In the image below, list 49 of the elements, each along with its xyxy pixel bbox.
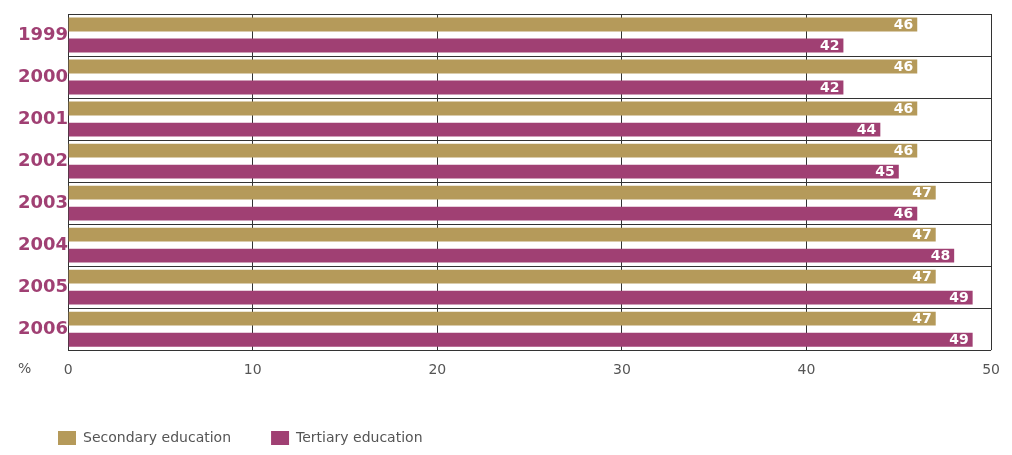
bar <box>68 248 955 263</box>
y-tick-label: 2003 <box>18 190 69 212</box>
data-label: 49 <box>949 289 969 306</box>
y-tick-label: 2002 <box>18 148 69 170</box>
x-tick-label: 40 <box>797 361 816 378</box>
x-tick-label: 0 <box>63 361 73 378</box>
bar <box>68 227 936 242</box>
data-label: 46 <box>893 100 914 117</box>
legend-label: Tertiary education <box>295 428 423 445</box>
data-label: 47 <box>912 310 932 327</box>
x-tick-label: 20 <box>428 361 447 378</box>
y-tick-label: 2000 <box>18 64 69 86</box>
data-label: 46 <box>893 58 914 75</box>
data-label: 44 <box>856 121 877 138</box>
bar <box>68 101 918 116</box>
bar <box>68 311 936 326</box>
y-tick-label: 1999 <box>18 22 69 44</box>
data-label: 46 <box>893 142 914 159</box>
data-label: 42 <box>819 79 840 96</box>
y-tick-label: 2005 <box>18 274 69 296</box>
data-label: 47 <box>912 184 932 201</box>
x-tick-label: 30 <box>612 361 631 378</box>
data-label: 46 <box>893 16 914 33</box>
bar <box>68 38 844 53</box>
bar <box>68 59 918 74</box>
x-tick-label: 10 <box>243 361 262 378</box>
data-label: 47 <box>912 268 932 285</box>
x-tick-label: 50 <box>982 361 1001 378</box>
bar <box>68 17 918 32</box>
data-label: 46 <box>893 205 914 222</box>
legend-label: Secondary education <box>83 428 232 445</box>
bar <box>68 80 844 95</box>
data-label: 49 <box>949 331 969 348</box>
bar <box>68 164 899 179</box>
y-tick-label: 2001 <box>18 106 69 128</box>
data-label: 48 <box>930 247 951 264</box>
data-label: 42 <box>819 37 840 54</box>
bar <box>68 290 973 305</box>
bar <box>68 206 918 221</box>
y-tick-label: 2006 <box>18 316 69 338</box>
data-label: 47 <box>912 226 932 243</box>
data-label: 45 <box>875 163 895 180</box>
x-axis-title: % <box>18 359 32 376</box>
y-tick-label: 2004 <box>18 232 69 254</box>
bar <box>68 332 973 347</box>
bar <box>68 122 881 137</box>
bar <box>68 143 918 158</box>
bar <box>68 269 936 284</box>
bar <box>68 185 936 200</box>
